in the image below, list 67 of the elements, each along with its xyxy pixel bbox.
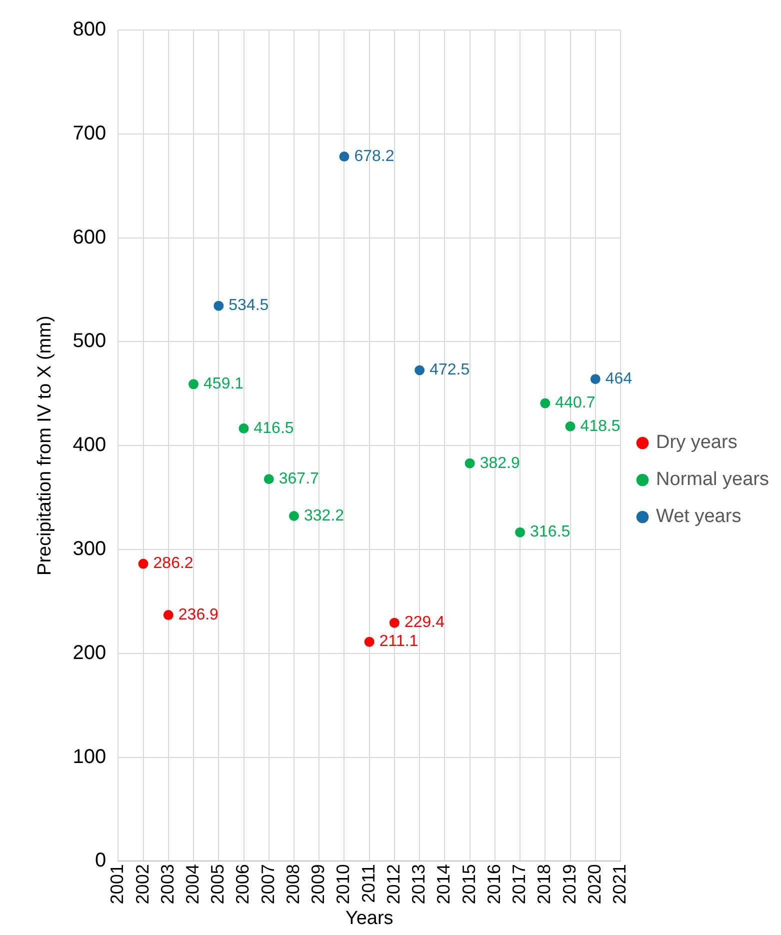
x-tick-label: 2020 [584, 864, 604, 904]
data-label: 416.5 [254, 420, 294, 437]
point [389, 618, 400, 628]
point [163, 610, 174, 620]
data-label: 286.2 [153, 555, 194, 572]
legend-label: Normal years [656, 469, 770, 490]
point [590, 374, 600, 384]
x-tick-label: 2012 [383, 864, 404, 904]
point [264, 474, 274, 484]
point [188, 379, 199, 390]
data-label: 678.2 [354, 148, 394, 165]
x-tick-label: 2017 [509, 864, 530, 904]
x-tick-label: 2007 [258, 864, 278, 904]
data-label: 316.5 [530, 524, 570, 541]
data-label: 440.7 [555, 394, 596, 412]
x-tick-label: 2006 [232, 864, 253, 904]
x-tick-label: 2004 [182, 864, 202, 904]
point [138, 558, 148, 569]
x-tick-label: 2005 [208, 864, 228, 904]
data-label: 229.4 [404, 614, 445, 632]
point [515, 527, 526, 538]
point [288, 511, 299, 522]
x-tick-label: 2001 [107, 864, 128, 904]
data-label: 367.7 [278, 470, 320, 488]
x-tick-label: 2021 [610, 864, 630, 904]
y-tick-label: 200 [72, 642, 106, 664]
point [464, 458, 475, 468]
x-tick-label: 2016 [484, 864, 504, 904]
y-tick-label: 0 [95, 850, 106, 872]
point [540, 398, 550, 408]
data-label: 472.5 [430, 362, 470, 379]
data-label: 236.9 [178, 606, 219, 624]
y-tick-label: 100 [72, 746, 106, 768]
x-tick-label: 2010 [333, 864, 354, 904]
y-tick-label: 500 [72, 330, 106, 352]
data-label: 382.9 [480, 454, 520, 472]
data-label: 459.1 [204, 376, 244, 393]
x-tick-label: 2003 [157, 864, 178, 904]
data-label: 211.1 [379, 633, 418, 650]
legend-label: Wet years [656, 506, 742, 528]
y-tick-label: 400 [72, 434, 106, 456]
x-tick-label: 2011 [358, 864, 378, 903]
data-label: 464 [605, 370, 632, 388]
y-tick-label: 800 [72, 18, 106, 41]
x-tick-label: 2019 [559, 864, 580, 904]
data-label: 418.5 [580, 418, 620, 435]
y-tick-label: 600 [72, 226, 106, 248]
y-tick-label: 300 [72, 538, 106, 560]
x-tick-label: 2018 [534, 864, 554, 904]
x-axis-title: Years [345, 908, 394, 929]
x-tick-label: 2013 [408, 864, 429, 904]
y-axis-title: Precipitation from IV to X (mm) [34, 316, 56, 576]
point [339, 152, 350, 162]
x-tick-label: 2015 [458, 864, 479, 904]
y-tick-label: 700 [72, 122, 106, 144]
x-tick-label: 2014 [434, 864, 454, 904]
point [238, 423, 249, 434]
point [414, 365, 425, 376]
data-label: 332.2 [304, 507, 344, 524]
point [214, 300, 224, 311]
x-tick-label: 2002 [132, 864, 152, 904]
x-tick-label: 2008 [282, 864, 303, 904]
data-label: 534.5 [228, 297, 269, 314]
x-tick-label: 2009 [308, 864, 328, 904]
point [565, 421, 576, 432]
point [364, 636, 374, 647]
legend-label: Dry years [656, 432, 738, 454]
